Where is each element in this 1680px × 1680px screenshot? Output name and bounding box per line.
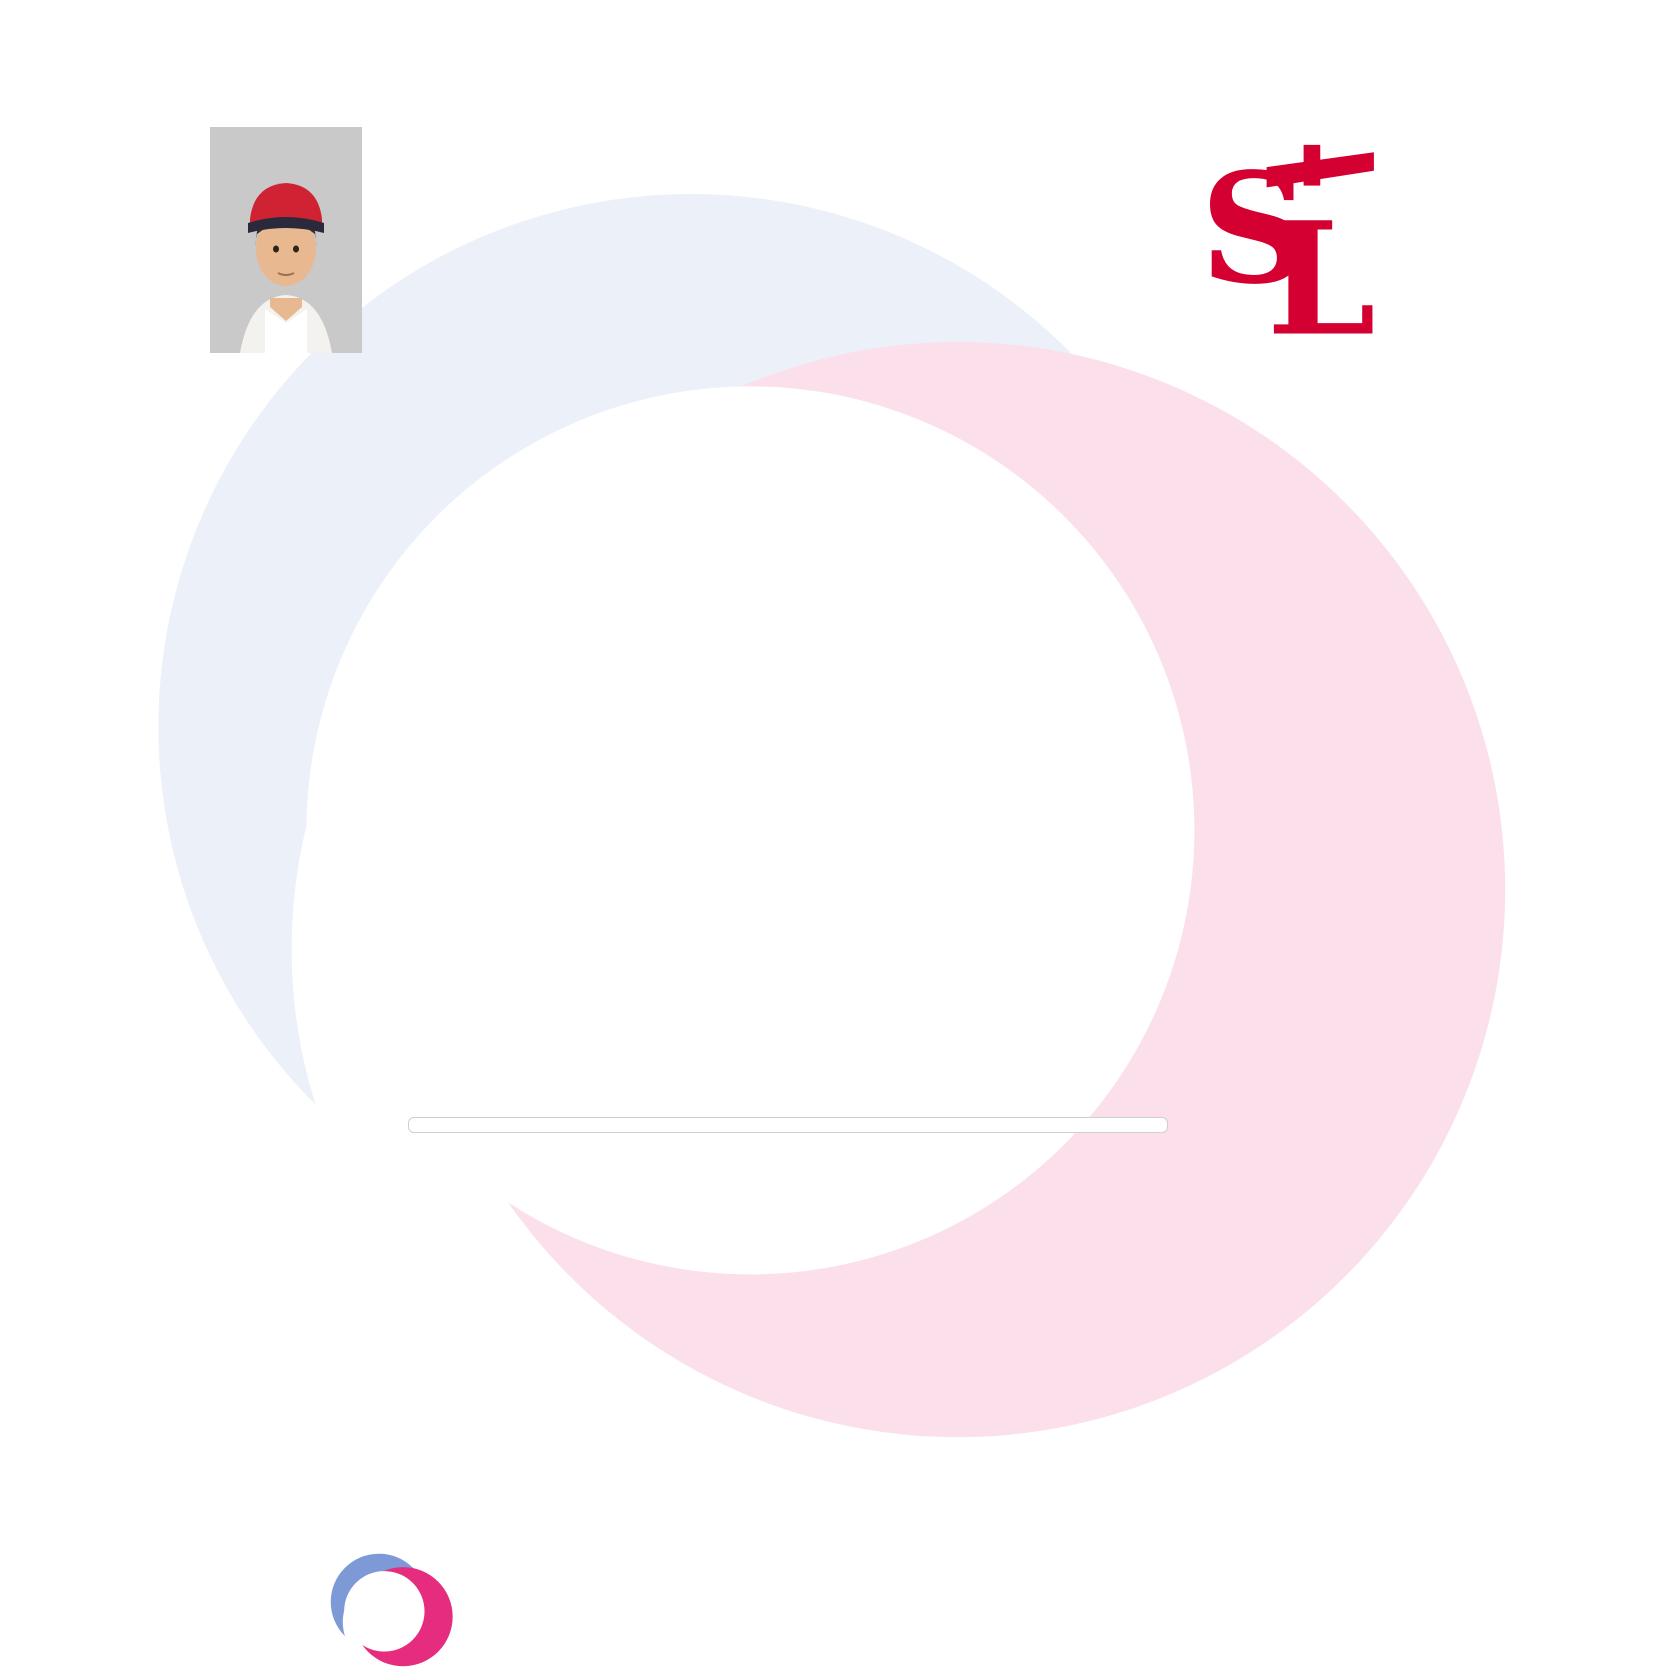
team-logo-stl-cardinals: S L: [1200, 140, 1376, 362]
pitch-type-legend: [408, 1117, 1168, 1133]
rolling-tjstuff-chart: [575, 552, 1055, 1067]
player-photo: [210, 127, 362, 353]
pitch-velocity-distribution-chart: [100, 552, 570, 1067]
svg-text:L: L: [1267, 188, 1376, 362]
pitch-breaks-chart: [1048, 552, 1588, 1072]
player-headshot-placeholder: [210, 127, 362, 353]
season-summary-table: [120, 455, 1448, 561]
pitch-data-table: [120, 1196, 1555, 1545]
tjstats-logo: [330, 1553, 453, 1669]
